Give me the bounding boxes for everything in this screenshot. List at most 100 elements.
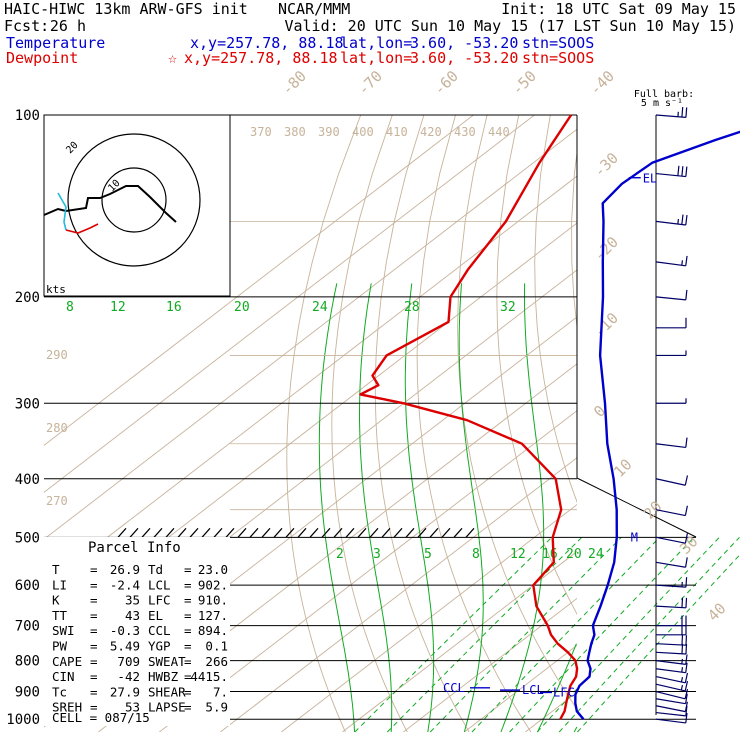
wind-barb-flag	[681, 166, 684, 177]
parcel-eq2: =	[184, 562, 192, 577]
moist-adiabat-1	[359, 283, 393, 733]
hatch-500	[321, 527, 331, 538]
wind-barb-flag	[684, 533, 688, 544]
wind-barb-flag	[685, 289, 688, 300]
wind-barb-flag	[685, 255, 688, 266]
hatch-500	[429, 527, 439, 538]
wind-barb	[655, 214, 688, 226]
hatch-500	[369, 527, 379, 538]
hatch-500	[177, 527, 187, 538]
pressure-label-500: 500	[15, 530, 40, 546]
mixing-ratio-line-2	[354, 536, 553, 733]
pressure-label-700: 700	[15, 619, 40, 635]
mixing-ratio-line-3	[386, 536, 583, 733]
isotherm--10	[342, 550, 577, 732]
theta-label-top: 400	[352, 125, 374, 139]
wind-barb-flag	[685, 712, 688, 723]
wind-barb-shaft	[655, 443, 686, 449]
hatch-500	[141, 527, 151, 538]
wind-barb-shaft	[655, 509, 686, 517]
wind-barb	[656, 624, 687, 636]
wind-barb-flag	[684, 701, 688, 712]
parcel-eq2: =	[184, 684, 192, 699]
hatch-500	[225, 527, 235, 538]
dry-adiabat-350	[642, 115, 740, 732]
parcel-title: Parcel Info	[88, 540, 181, 556]
isotherm-label: -20	[590, 233, 622, 265]
wind-barb-shaft	[655, 683, 686, 692]
parcel-value: -42	[117, 669, 140, 684]
parcel-value2: 910.	[198, 593, 228, 608]
wind-barb-shaft	[655, 651, 686, 655]
valid-time: Valid: 20 UTC Sun 10 May 15 (17 LST Sun …	[284, 17, 736, 35]
dry-adiabat-300	[457, 115, 577, 711]
parcel-key2: LCL	[148, 577, 171, 592]
isotherm-label: -10	[590, 309, 622, 341]
wind-barb-shaft	[655, 718, 686, 724]
pressure-label-200: 200	[15, 290, 40, 306]
isotherm--20	[281, 504, 577, 732]
pressure-label-800: 800	[15, 654, 40, 670]
isotherm-label: 40	[704, 599, 730, 625]
wind-barb	[655, 672, 689, 684]
moist-adiabats	[318, 283, 578, 733]
parcel-eq: =	[90, 562, 98, 577]
parcel-eq2: =	[184, 608, 192, 623]
parcel-row: Tc = 27.9 SHEAR= 7.	[52, 684, 228, 699]
pressure-label-900: 900	[15, 685, 40, 701]
dewpoint-profile	[359, 114, 579, 720]
hatch-500	[285, 527, 295, 538]
wind-barb	[655, 688, 689, 700]
theta-label-top: 440	[488, 125, 510, 139]
wind-barb-half	[677, 218, 680, 225]
hatch-500	[297, 527, 307, 538]
dry-adiabat-290	[416, 115, 532, 732]
theta-e-label: 24	[312, 300, 328, 315]
hatch-500	[153, 527, 163, 538]
theta-e-label: 16	[166, 300, 182, 315]
mixing-ratio-label: 20	[566, 547, 582, 562]
mixing-ratio-lines	[354, 536, 740, 733]
parcel-value2: 127.	[198, 608, 228, 623]
wind-barb-half	[680, 684, 684, 691]
wind-barb	[655, 662, 688, 674]
theta-e-label: 20	[234, 300, 250, 315]
wind-barb-shaft	[655, 536, 686, 544]
parcel-value2: 0.1	[205, 639, 228, 654]
parcel-key2: LAPSE	[148, 700, 186, 715]
barb-legend-line2: 5 m s⁻¹	[641, 98, 683, 109]
parcel-row: SWI = -0.3 CCL = 894.	[52, 623, 228, 638]
lcl-label: LCL	[522, 683, 544, 697]
dewpoint-latlon: 3.60, -53.20	[410, 49, 518, 67]
wind-barb	[655, 701, 688, 713]
wind-barb-flag	[684, 681, 689, 692]
wind-barb-flag	[684, 475, 689, 486]
parcel-key: CIN	[52, 669, 75, 684]
hatch-500	[465, 527, 475, 538]
wind-barb-shaft	[655, 296, 686, 301]
parcel-eq: =	[90, 623, 98, 638]
isotherm--90	[44, 175, 577, 587]
isotherm-label: -60	[430, 67, 462, 99]
mixing-ratio-label: 5	[424, 547, 432, 562]
pressure-label-300: 300	[15, 396, 40, 412]
wind-barb-shaft	[655, 220, 686, 226]
wind-barb-flag	[681, 597, 684, 608]
temperature-stn: stn=SOOS	[522, 34, 594, 52]
theta-label-left: 280	[46, 421, 68, 435]
parcel-value: -2.4	[110, 577, 140, 592]
hodograph-ring-outer	[67, 133, 201, 267]
dewpoint-legend-label: Dewpoint	[6, 49, 78, 67]
theta-labels: 370 380 390 400 410 420 430 440 290 280 270	[46, 125, 510, 508]
wind-barb-flag	[685, 643, 688, 655]
dry-adiabat-370	[708, 115, 740, 732]
el-label: EL	[643, 172, 657, 186]
isotherm-label: -30	[590, 149, 622, 181]
wind-barb-shaft	[655, 698, 686, 705]
moist-adiabat-0	[318, 283, 356, 733]
dewpoint-xy: x,y=257.78, 88.18	[184, 49, 338, 67]
parcel-value: 5.49	[110, 639, 140, 654]
sounding-profiles	[359, 114, 740, 720]
hatch-500	[237, 527, 247, 538]
